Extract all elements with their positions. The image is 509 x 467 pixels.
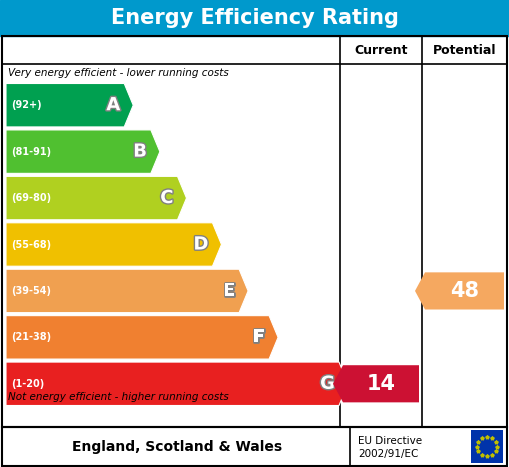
Text: E: E: [223, 282, 235, 300]
Text: Current: Current: [354, 43, 408, 57]
Text: Potential: Potential: [433, 43, 496, 57]
Text: Not energy efficient - higher running costs: Not energy efficient - higher running co…: [8, 392, 229, 402]
Text: (69-80): (69-80): [11, 193, 51, 203]
Text: (55-68): (55-68): [11, 240, 51, 249]
Text: Energy Efficiency Rating: Energy Efficiency Rating: [110, 8, 399, 28]
Polygon shape: [333, 365, 419, 403]
Text: D: D: [193, 235, 209, 254]
Text: England, Scotland & Wales: England, Scotland & Wales: [72, 439, 282, 453]
Text: A: A: [106, 96, 120, 114]
Text: EU Directive: EU Directive: [358, 436, 422, 446]
Polygon shape: [6, 223, 221, 266]
Text: Very energy efficient - lower running costs: Very energy efficient - lower running co…: [8, 68, 229, 78]
Text: 2002/91/EC: 2002/91/EC: [358, 449, 418, 460]
Bar: [0, 0, 509, 36]
Text: (92+): (92+): [11, 100, 42, 110]
Polygon shape: [6, 177, 186, 220]
Polygon shape: [6, 84, 133, 127]
Text: (21-38): (21-38): [11, 333, 51, 342]
Text: C: C: [160, 189, 174, 207]
Polygon shape: [6, 316, 278, 359]
Bar: [2, 427, 507, 466]
Polygon shape: [6, 269, 248, 312]
Text: B: B: [133, 142, 147, 161]
Text: F: F: [253, 328, 265, 347]
Text: G: G: [320, 375, 335, 393]
Polygon shape: [415, 272, 504, 310]
Bar: [471, 430, 503, 463]
Polygon shape: [6, 362, 348, 405]
Text: 48: 48: [450, 281, 479, 301]
Text: (1-20): (1-20): [11, 379, 44, 389]
Text: (81-91): (81-91): [11, 147, 51, 156]
Bar: [2, 36, 507, 427]
Polygon shape: [6, 130, 160, 173]
Text: 14: 14: [366, 374, 395, 394]
Text: (39-54): (39-54): [11, 286, 51, 296]
